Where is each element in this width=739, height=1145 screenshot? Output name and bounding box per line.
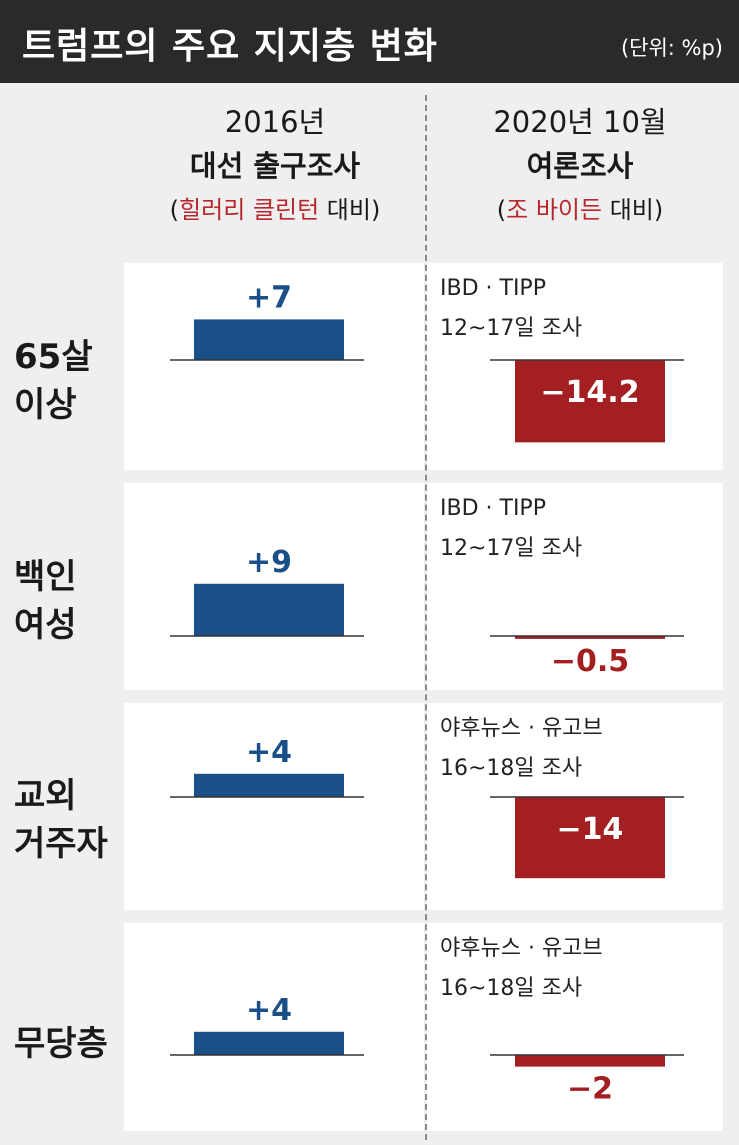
left-card-4 xyxy=(124,923,424,1131)
unit-label: (단위: %p) xyxy=(620,36,723,60)
row-label-2-line2: 여성 xyxy=(14,605,77,645)
row-label-2-line1: 백인 xyxy=(14,557,77,597)
row-label-1-line1: 65살 xyxy=(14,337,93,377)
left-card-1 xyxy=(124,263,424,470)
survey-source-2: IBD · TIPP xyxy=(440,496,546,521)
survey-source-3: 야후뉴스 · 유고브 xyxy=(440,716,603,741)
row-label-1: 65살 이상 xyxy=(14,333,93,429)
right-bar-3 xyxy=(515,797,665,879)
right-column-header: 2020년 10월 여론조사 (조 바이든 대비) xyxy=(450,100,710,232)
left-value-label-4: +4 xyxy=(246,993,292,1028)
right-paren: ( xyxy=(496,196,507,224)
left-bar-4 xyxy=(194,1031,344,1055)
right-compare-suffix: 대비) xyxy=(602,196,664,224)
left-card-3 xyxy=(124,703,424,910)
left-bar-1 xyxy=(194,319,344,360)
survey-date-4: 16~18일 조사 xyxy=(440,976,582,1001)
right-value-label-4: −2 xyxy=(567,1072,613,1107)
row-label-4-line1: 무당층 xyxy=(14,1024,108,1064)
right-header-title: 여론조사 xyxy=(526,149,634,183)
left-bar-2 xyxy=(194,583,344,636)
header-bar: 트럼프의 주요 지지층 변화 (단위: %p) xyxy=(0,0,739,83)
chart-title: 트럼프의 주요 지지층 변화 xyxy=(22,26,438,67)
row-label-3-line1: 교외 xyxy=(14,776,77,816)
survey-source-1: IBD · TIPP xyxy=(440,276,546,301)
column-divider xyxy=(425,95,427,1140)
right-header-compare: (조 바이든 대비) xyxy=(450,188,710,232)
row-label-4: 무당층 xyxy=(14,1020,108,1068)
left-value-label-3: +4 xyxy=(246,735,292,770)
left-column-header: 2016년 대선 출구조사 (힐러리 클린턴 대비) xyxy=(150,100,400,232)
survey-date-1: 12~17일 조사 xyxy=(440,316,582,341)
right-value-label-3: −14 xyxy=(557,812,624,847)
right-bar-4 xyxy=(515,1055,665,1067)
left-header-compare: (힐러리 클린턴 대비) xyxy=(150,188,400,232)
right-value-label-1: −14.2 xyxy=(540,375,639,410)
right-header-year: 2020년 10월 xyxy=(493,105,667,139)
right-bar-1 xyxy=(515,360,665,443)
right-compare-name: 조 바이든 xyxy=(506,196,603,224)
survey-date-2: 12~17일 조사 xyxy=(440,536,582,561)
right-bar-2 xyxy=(515,636,665,639)
row-label-3-line2: 거주자 xyxy=(14,824,108,864)
left-bar-3 xyxy=(194,773,344,797)
row-label-2: 백인 여성 xyxy=(14,553,77,649)
right-card-4 xyxy=(427,923,723,1131)
left-compare-name: 힐러리 클린턴 xyxy=(179,196,320,224)
left-header-year: 2016년 xyxy=(224,105,326,139)
right-value-label-2: −0.5 xyxy=(551,644,629,679)
survey-source-4: 야후뉴스 · 유고브 xyxy=(440,936,603,961)
row-label-3: 교외 거주자 xyxy=(14,772,108,868)
row-label-1-line2: 이상 xyxy=(14,385,77,425)
right-card-2 xyxy=(427,483,723,690)
left-compare-suffix: 대비) xyxy=(319,196,381,224)
left-paren: ( xyxy=(169,196,180,224)
left-value-label-2: +9 xyxy=(246,545,292,580)
survey-date-3: 16~18일 조사 xyxy=(440,756,582,781)
left-value-label-1: +7 xyxy=(246,280,292,315)
left-header-title: 대선 출구조사 xyxy=(189,149,361,183)
